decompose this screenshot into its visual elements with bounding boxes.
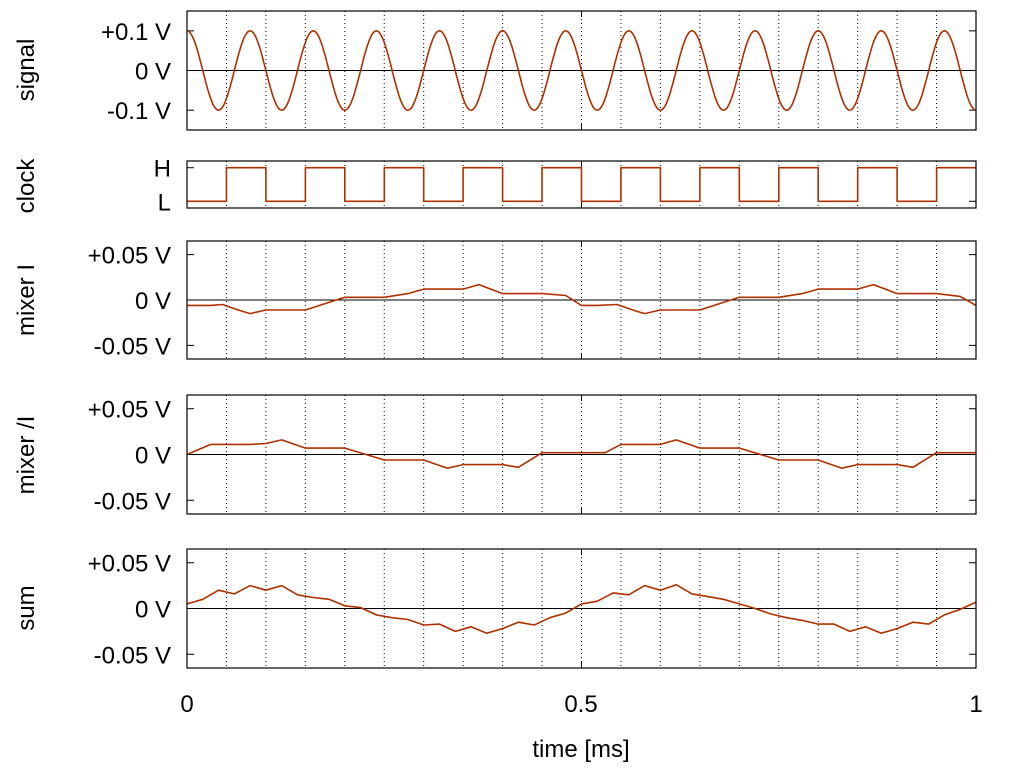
y-tick-label: -0.05 V [94, 642, 171, 669]
y-tick-label: -0.05 V [94, 333, 171, 360]
y-tick-label: -0.05 V [94, 488, 171, 515]
y-tick-label: +0.05 V [88, 243, 171, 270]
plot-frame [186, 548, 977, 669]
y-tick-label: 0 V [135, 288, 171, 315]
series-line-clock [187, 166, 976, 203]
y-tick-label: L [158, 189, 171, 216]
plot-frame [186, 160, 977, 209]
panel-mixer-not-i: +0.05 V 0 V -0.05 V mixer /I [13, 394, 977, 515]
series-line-mixer-i [187, 283, 977, 315]
panel-signal: +0.1 V 0 V -0.1 V signal [13, 10, 977, 131]
y-tick-label: +0.05 V [88, 551, 171, 578]
x-axis: 0 0.5 1 time [ms] [180, 691, 982, 763]
x-tick-label-1: 1 [969, 691, 982, 718]
plot-frame [186, 240, 977, 360]
y-tick-label: 0 V [135, 443, 171, 470]
y-axis-label-signal: signal [13, 39, 40, 102]
series-line-mixer-not-i [186, 439, 976, 469]
plot-frame [186, 10, 977, 131]
plot-frame [186, 394, 977, 515]
series-line-signal [186, 30, 977, 111]
y-tick-label: -0.1 V [107, 98, 171, 125]
x-tick-label-0-5: 0.5 [564, 691, 597, 718]
y-axis-label-mixer-i: mixer I [13, 264, 40, 336]
x-tick-label-0: 0 [180, 691, 193, 718]
x-axis-label: time [ms] [532, 736, 629, 763]
y-tick-label: +0.1 V [101, 19, 171, 46]
y-tick-label: 0 V [135, 59, 171, 86]
y-axis-label-sum: sum [13, 585, 40, 630]
y-tick-label: +0.05 V [88, 397, 171, 424]
panel-sum: +0.05 V 0 V -0.05 V sum [13, 548, 977, 669]
panel-mixer-i: +0.05 V 0 V -0.05 V mixer I [13, 240, 977, 360]
y-tick-label: H [154, 156, 171, 183]
y-axis-label-clock: clock [13, 158, 40, 214]
y-axis-label-mixer-not-i: mixer /I [13, 416, 40, 495]
series-line-sum [186, 583, 977, 634]
y-tick-label: 0 V [135, 597, 171, 624]
